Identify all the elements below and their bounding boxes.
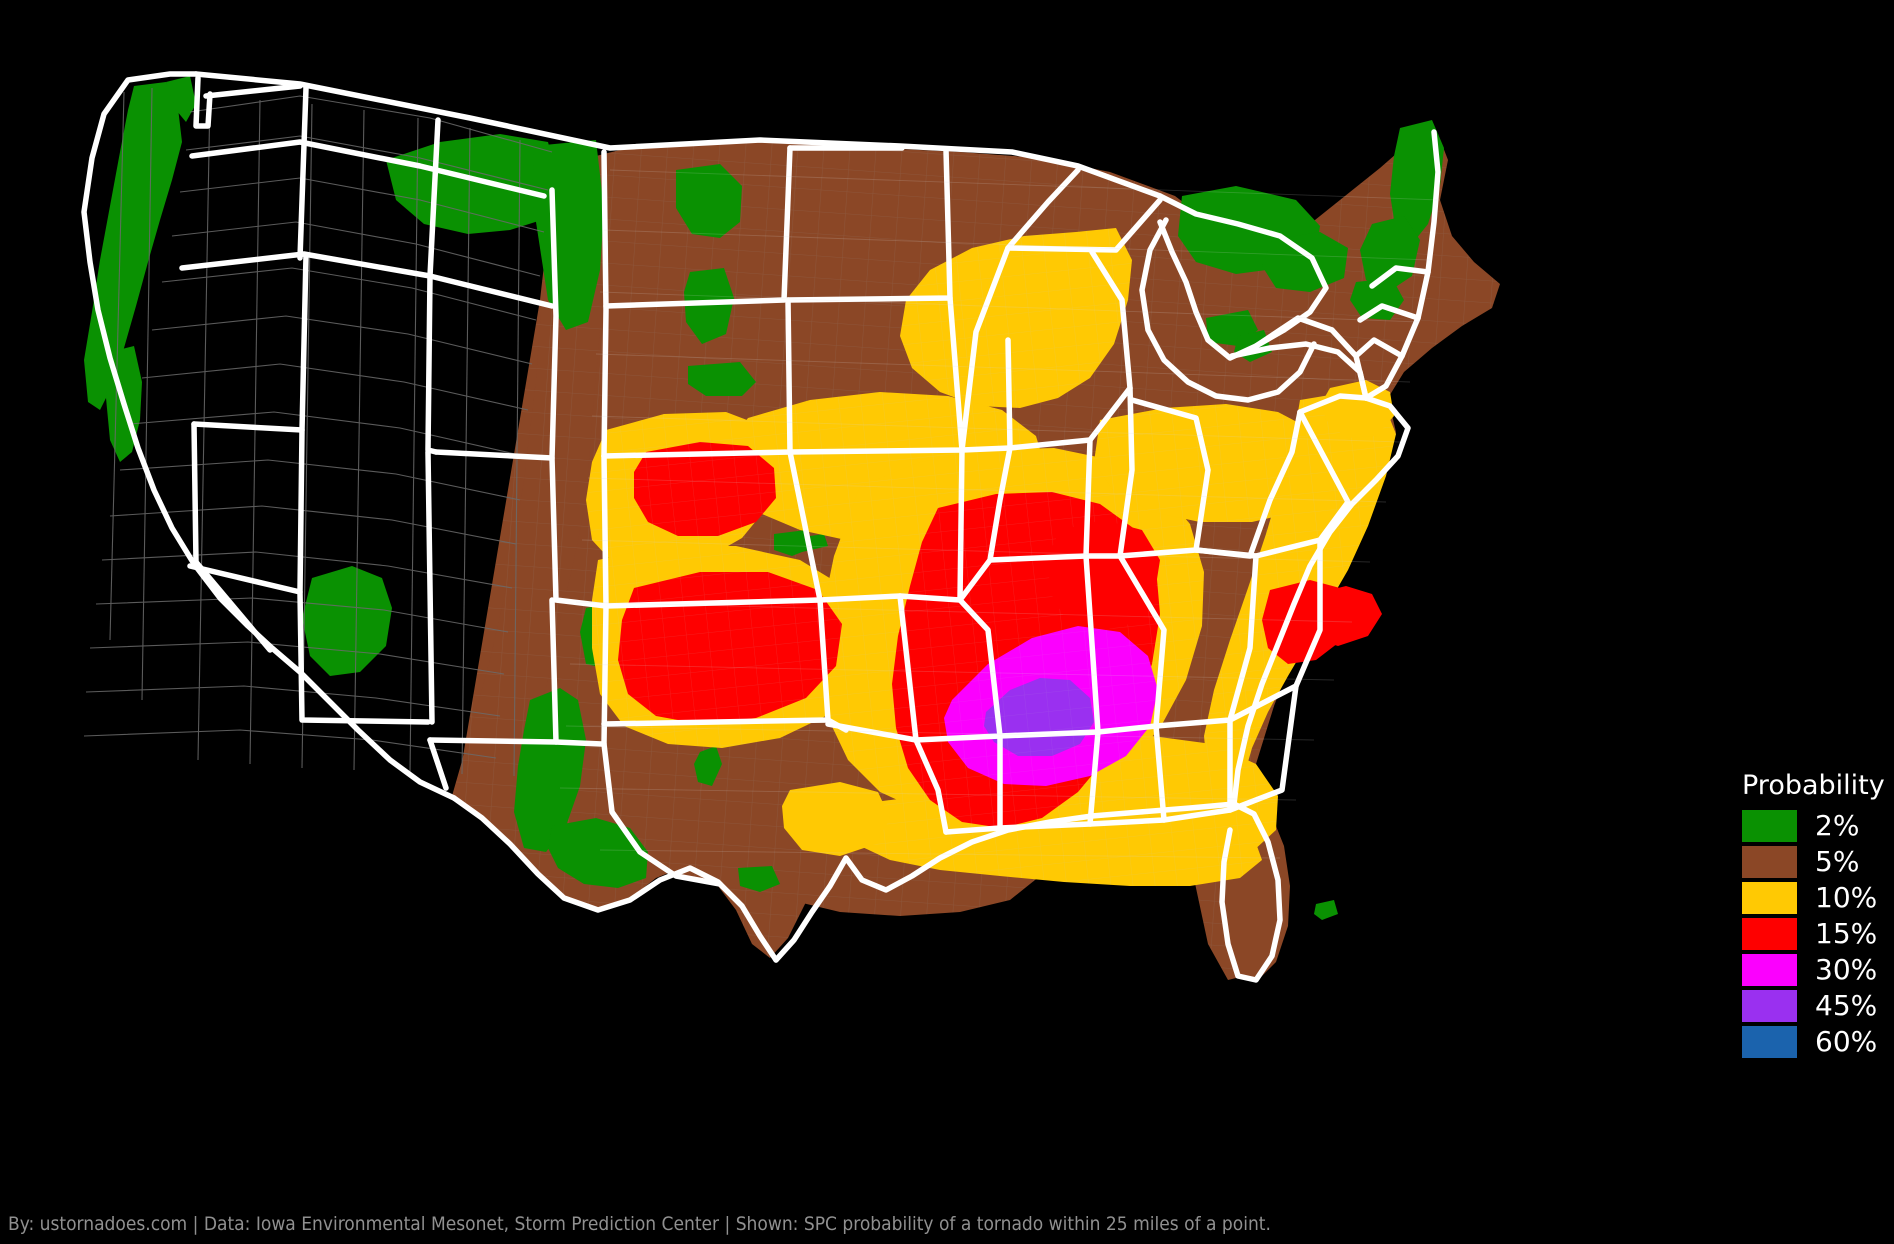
legend-row: 45%: [1742, 988, 1894, 1024]
legend-swatch-60: [1742, 1026, 1797, 1058]
legend-label-2: 2%: [1815, 809, 1860, 842]
source-caption: By: ustornadoes.com | Data: Iowa Environ…: [8, 1213, 1271, 1235]
legend-swatch-45: [1742, 990, 1797, 1022]
legend-row: 15%: [1742, 916, 1894, 952]
legend-swatch-15: [1742, 918, 1797, 950]
legend-label-5: 5%: [1815, 845, 1860, 878]
legend-row: 10%: [1742, 880, 1894, 916]
legend-row: 30%: [1742, 952, 1894, 988]
legend-row: 5%: [1742, 844, 1894, 880]
legend-swatch-2: [1742, 810, 1797, 842]
legend-label-60: 60%: [1815, 1025, 1878, 1058]
legend-label-45: 45%: [1815, 989, 1878, 1022]
legend-row: 60%: [1742, 1024, 1894, 1060]
legend-label-15: 15%: [1815, 917, 1878, 950]
legend-title: Probability: [1742, 770, 1885, 801]
state-borders: [81, 71, 1441, 983]
legend-label-10: 10%: [1815, 881, 1878, 914]
legend: Probability 2% 5% 10% 15% 30% 45% 60%: [1742, 770, 1894, 1060]
county-borders-east: [559, 169, 1441, 859]
legend-swatch-10: [1742, 882, 1797, 914]
legend-row: 2%: [1742, 808, 1894, 844]
legend-swatch-30: [1742, 954, 1797, 986]
legend-swatch-5: [1742, 846, 1797, 878]
map-layers: [81, 71, 1500, 983]
legend-label-30: 30%: [1815, 953, 1878, 986]
